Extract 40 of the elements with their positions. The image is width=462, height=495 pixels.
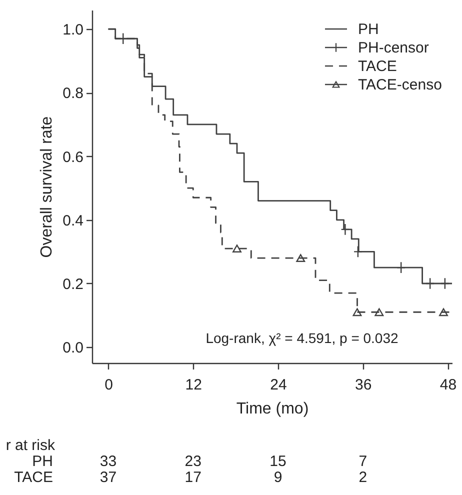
point: [340, 223, 350, 236]
text: 7: [358, 453, 368, 470]
text: 33: [100, 453, 117, 470]
text: 37: [100, 469, 117, 486]
point: [440, 277, 450, 290]
legend-label: TACE: [358, 58, 397, 75]
legend-label: PH-censor: [358, 40, 429, 56]
text: 2: [358, 469, 368, 486]
text: PH: [32, 453, 53, 470]
point: [353, 246, 362, 258]
point: [352, 308, 362, 316]
x-tick-label: 0: [104, 376, 113, 394]
text: 23: [184, 453, 202, 470]
point: [118, 32, 128, 45]
y-tick-label: 0.8: [62, 85, 84, 102]
legend-label: PH: [358, 21, 379, 38]
y-tick-label: 0.0: [62, 340, 84, 357]
point: [426, 277, 435, 290]
x-tick-label: 24: [270, 376, 287, 394]
x-axis-title: Time (mo): [236, 400, 309, 418]
y-tick-label: 0.4: [62, 212, 84, 230]
text: 9: [274, 469, 282, 486]
y-tick-label: 1.0: [62, 22, 84, 39]
y-tick-label: 0.2: [62, 276, 84, 293]
text: r at risk: [6, 437, 56, 454]
y-tick-label: 0.6: [62, 148, 84, 166]
legend-label: TACE-censo: [358, 76, 442, 94]
point: [374, 308, 384, 316]
point: [439, 308, 448, 316]
y-axis-title: Overall survival rate: [38, 116, 56, 258]
x-tick-label: 48: [440, 376, 457, 394]
point: [296, 254, 306, 262]
annotation: Log-rank, χ² = 4.591, p = 0.032: [206, 330, 399, 346]
text: 15: [270, 453, 286, 470]
point: [232, 244, 242, 252]
point: [396, 262, 406, 274]
x-tick-label: 12: [185, 376, 202, 394]
x-tick-label: 36: [355, 376, 372, 394]
text: 17: [184, 469, 202, 486]
text: TACE: [14, 469, 53, 486]
